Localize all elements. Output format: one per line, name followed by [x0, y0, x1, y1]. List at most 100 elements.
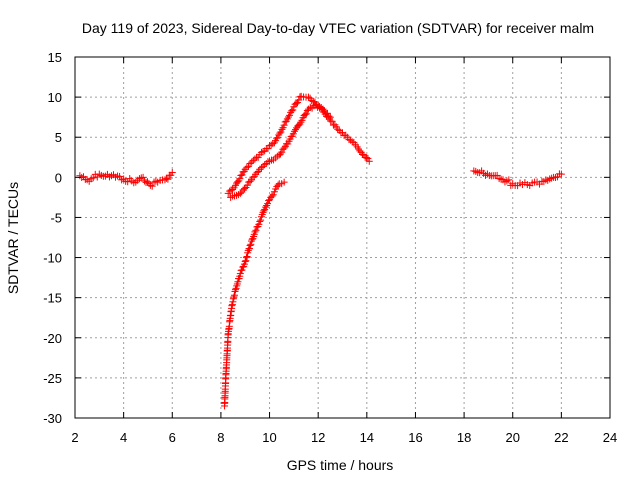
- data-point-steep-rise: [260, 207, 268, 215]
- data-point-steep-rise: [229, 298, 237, 306]
- data-point-early: [141, 177, 149, 185]
- data-point-steep-rise: [241, 258, 249, 266]
- data-point-upper-arc-a: [295, 96, 303, 104]
- x-tick-label: 14: [360, 430, 374, 445]
- data-point-early: [134, 176, 142, 184]
- data-point-upper-arc-b: [257, 164, 265, 172]
- x-tick-label: 18: [457, 430, 471, 445]
- data-point-late: [505, 176, 513, 184]
- data-point-steep-rise: [243, 253, 251, 261]
- data-point-upper-arc-a: [278, 125, 286, 133]
- data-point-upper-arc-b: [306, 103, 314, 111]
- x-tick-label: 22: [554, 430, 568, 445]
- data-point-steep-rise: [247, 240, 255, 248]
- data-point-upper-arc-a: [308, 97, 316, 105]
- x-tick-label: 10: [262, 430, 276, 445]
- data-point-upper-arc-a: [248, 158, 256, 166]
- grid: [75, 57, 610, 418]
- data-point-upper-arc-a: [246, 159, 254, 167]
- data-point-early: [168, 169, 176, 177]
- x-tick-label: 6: [169, 430, 176, 445]
- x-tick-label: 2: [71, 430, 78, 445]
- data-point-steep-rise: [232, 286, 239, 294]
- plot-frame: [74, 56, 611, 419]
- data-point-early: [76, 172, 84, 180]
- data-point-upper-arc-a: [363, 154, 371, 162]
- data-point-upper-arc-a: [334, 125, 342, 133]
- data-point-upper-arc-a: [288, 107, 296, 115]
- x-tick-label: 4: [120, 430, 127, 445]
- data-point-steep-rise: [252, 226, 260, 234]
- data-point-upper-arc-b: [261, 161, 269, 169]
- data-point-upper-arc-a: [229, 185, 237, 193]
- data-point-upper-arc-a: [244, 162, 252, 170]
- data-point-steep-rise: [231, 287, 239, 295]
- y-tick-label: -20: [43, 331, 62, 346]
- data-point-upper-arc-a: [249, 156, 257, 164]
- data-point-early: [142, 178, 150, 186]
- data-point-upper-arc-a: [226, 187, 234, 195]
- y-tick-label: 5: [55, 130, 62, 145]
- data-point-steep-rise: [230, 291, 238, 299]
- y-tick-label: 15: [48, 50, 62, 65]
- data-point-upper-arc-a: [236, 175, 244, 183]
- y-tick-label: 10: [48, 90, 62, 105]
- data-point-upper-arc-b: [301, 110, 309, 118]
- data-point-upper-arc-a: [264, 145, 272, 153]
- data-point-steep-rise: [256, 217, 264, 225]
- data-point-upper-arc-a: [364, 154, 372, 162]
- data-point-steep-rise: [269, 191, 277, 199]
- data-point-early: [164, 175, 172, 183]
- data-point-upper-arc-a: [259, 148, 267, 156]
- data-point-upper-arc-a: [243, 163, 251, 171]
- data-point-upper-arc-a: [276, 129, 284, 137]
- data-point-upper-arc-a: [251, 155, 259, 163]
- data-point-upper-arc-a: [289, 106, 297, 114]
- data-point-steep-rise: [280, 178, 288, 186]
- data-point-steep-rise: [251, 228, 259, 236]
- y-tick-label: -10: [43, 251, 62, 266]
- data-point-steep-rise: [257, 216, 265, 224]
- data-point-upper-arc-a: [280, 121, 288, 129]
- data-point-upper-arc-b: [319, 105, 327, 113]
- data-point-early: [152, 177, 160, 185]
- data-point-early: [135, 175, 143, 183]
- data-point-upper-arc-b: [326, 113, 334, 121]
- data-point-upper-arc-b: [278, 148, 286, 156]
- x-tick-label: 16: [408, 430, 422, 445]
- data-point-steep-rise: [242, 254, 250, 262]
- data-point-steep-rise: [229, 295, 237, 303]
- data-point-steep-rise: [264, 200, 272, 208]
- y-axis-label: SDTVAR / TECUs: [5, 182, 21, 294]
- data-point-steep-rise: [274, 181, 282, 189]
- data-point-steep-rise: [259, 208, 267, 216]
- data-point-upper-arc-b: [291, 126, 299, 134]
- y-tick-label: -5: [50, 210, 62, 225]
- data-point-upper-arc-a: [286, 111, 294, 119]
- data-point-upper-arc-a: [284, 113, 292, 121]
- data-point-steep-rise: [228, 302, 236, 310]
- data-point-upper-arc-b: [280, 144, 288, 152]
- data-point-upper-arc-a: [365, 157, 373, 165]
- data-point-upper-arc-a: [304, 93, 312, 101]
- data-point-early: [143, 178, 151, 186]
- x-tick-label: 24: [603, 430, 617, 445]
- data-point-upper-arc-b: [256, 165, 264, 173]
- x-axis-label: GPS time / hours: [287, 457, 394, 473]
- data-point-upper-arc-a: [257, 148, 265, 156]
- data-point-steep-rise: [236, 270, 244, 278]
- data-point-upper-arc-b: [325, 112, 333, 120]
- data-point-upper-arc-b: [315, 102, 323, 110]
- data-point-upper-arc-b: [290, 127, 298, 135]
- data-point-upper-arc-a: [348, 138, 356, 146]
- y-tick-label: 0: [55, 170, 62, 185]
- data-point-early: [139, 173, 147, 181]
- data-point-early: [162, 174, 170, 182]
- y-tick-label: -30: [43, 411, 62, 426]
- data-point-late: [557, 170, 565, 178]
- data-point-upper-arc-b: [310, 102, 318, 110]
- data-point-early: [161, 176, 169, 184]
- data-point-steep-rise: [238, 266, 246, 274]
- data-point-steep-rise: [242, 257, 250, 265]
